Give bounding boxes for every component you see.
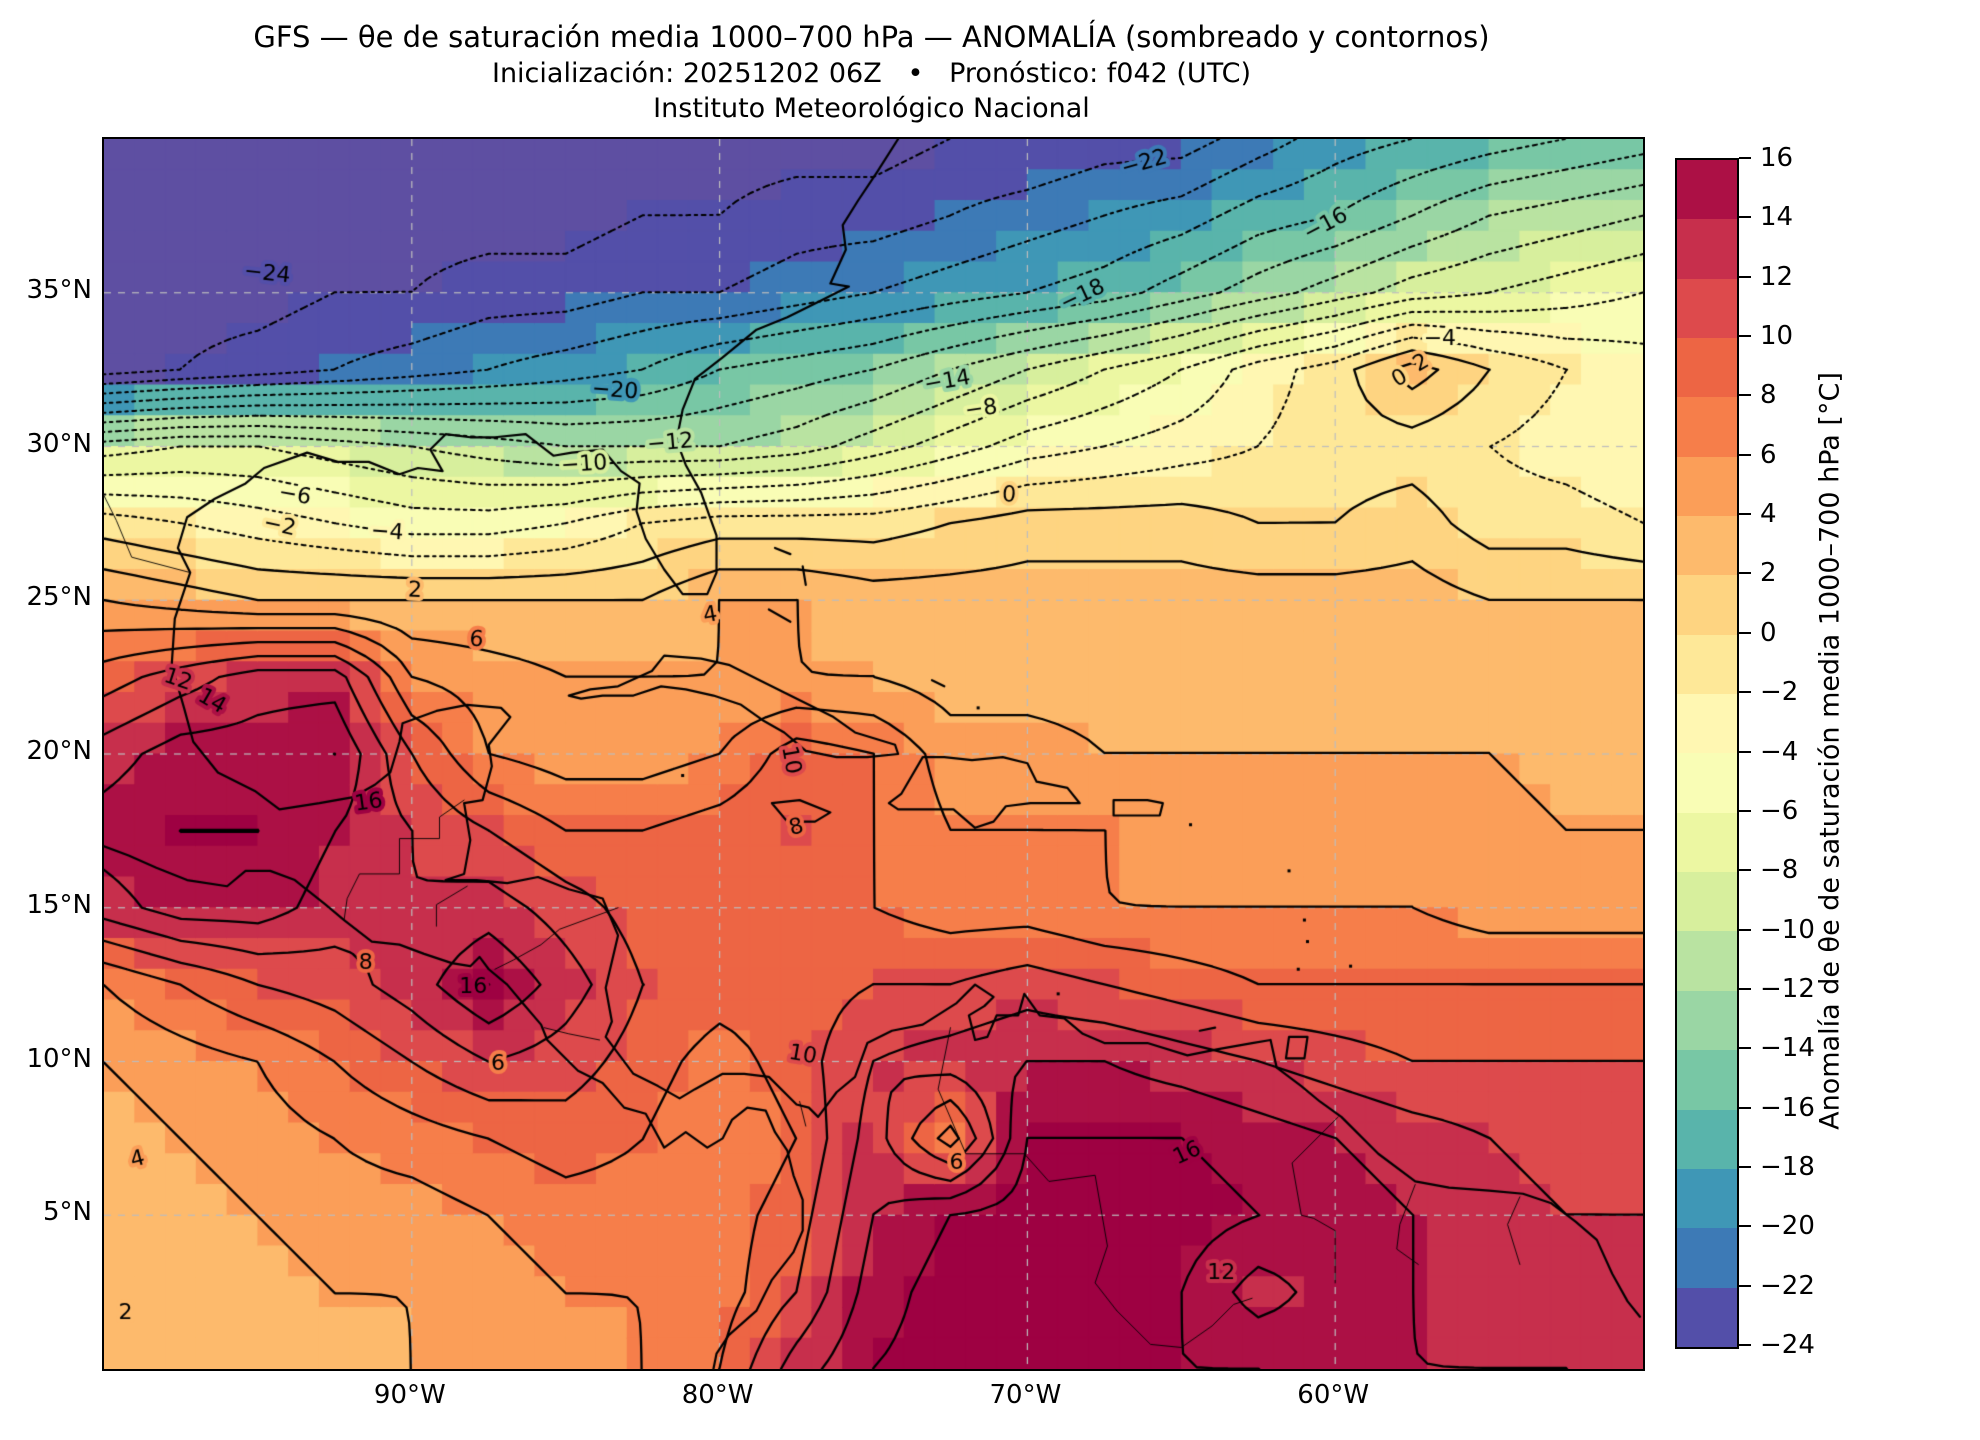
colorbar-cell <box>1677 575 1737 635</box>
colorbar-tick-label: 8 <box>1760 380 1777 411</box>
colorbar-axis-label: Anomalía de θe de saturación media 1000–… <box>1814 372 1846 1130</box>
colorbar-tick-mark <box>1739 157 1751 159</box>
colorbar-tick-label: −24 <box>1760 1330 1815 1360</box>
lat-tick-label: 25°N <box>26 582 92 613</box>
colorbar-cell <box>1677 931 1737 991</box>
contour-map-canvas <box>104 139 1643 1369</box>
colorbar-tick-label: 14 <box>1760 202 1794 233</box>
chart-title: GFS — θe de saturación media 1000–700 hP… <box>253 20 1490 54</box>
colorbar-tick-mark <box>1739 453 1751 456</box>
colorbar-tick-label: 6 <box>1760 439 1777 470</box>
lon-tick-label: 90°W <box>373 1380 446 1410</box>
colorbar-tick-mark <box>1739 1047 1751 1050</box>
colorbar-tick-mark <box>1739 869 1751 872</box>
colorbar-tick-label: −2 <box>1760 677 1799 708</box>
lat-tick-label: 10°N <box>26 1043 92 1074</box>
colorbar-tick-mark <box>1739 513 1751 516</box>
colorbar-tick-mark <box>1739 750 1751 753</box>
colorbar-tick-label: −14 <box>1760 1033 1815 1064</box>
colorbar-tick-mark <box>1739 987 1751 990</box>
colorbar-tick-mark <box>1739 394 1751 397</box>
chart-subtitle-init-forecast: Inicialización: 20251202 06Z • Pronóstic… <box>491 58 1251 89</box>
colorbar-tick-mark <box>1739 691 1751 694</box>
colorbar-tick-label: −4 <box>1760 736 1799 767</box>
colorbar-cell <box>1677 872 1737 932</box>
colorbar-cell <box>1677 1050 1737 1110</box>
colorbar-tick-mark <box>1739 216 1751 219</box>
colorbar-tick-mark <box>1739 1225 1751 1228</box>
colorbar-tick-mark <box>1739 275 1751 278</box>
lon-tick-label: 80°W <box>681 1380 754 1410</box>
colorbar-tick-label: 4 <box>1760 499 1777 530</box>
colorbar-cell <box>1677 812 1737 873</box>
colorbar-tick-label: 10 <box>1760 321 1794 352</box>
colorbar-cell <box>1677 456 1737 517</box>
colorbar-cell <box>1677 634 1737 695</box>
lon-tick-label: 60°W <box>1297 1380 1370 1410</box>
lon-tick-label: 70°W <box>989 1380 1062 1410</box>
colorbar-tick-label: −12 <box>1760 973 1815 1004</box>
lat-tick-label: 15°N <box>26 889 92 920</box>
colorbar-cell <box>1677 160 1737 220</box>
colorbar-tick-label: −6 <box>1760 795 1799 826</box>
colorbar-cell <box>1677 219 1737 279</box>
colorbar-cell <box>1677 516 1737 576</box>
colorbar-cell <box>1677 1109 1737 1169</box>
colorbar-tick-label: −18 <box>1760 1151 1815 1182</box>
colorbar-tick-mark <box>1739 335 1751 338</box>
colorbar-cell <box>1677 753 1737 813</box>
colorbar-tick-mark <box>1739 809 1751 812</box>
colorbar-tick-mark <box>1739 1284 1751 1287</box>
lat-tick-label: 30°N <box>26 428 92 459</box>
colorbar-tick-label: −10 <box>1760 914 1815 945</box>
colorbar-tick-label: −22 <box>1760 1270 1815 1301</box>
colorbar-tick-mark <box>1739 572 1751 575</box>
colorbar-tick-label: 16 <box>1760 143 1794 173</box>
colorbar-tick-mark <box>1739 928 1751 931</box>
colorbar-tick-mark <box>1739 631 1751 634</box>
colorbar-tick-mark <box>1739 1344 1751 1346</box>
colorbar-tick-label: −16 <box>1760 1092 1815 1123</box>
colorbar-tick-label: 0 <box>1760 617 1777 648</box>
colorbar-tick-label: 2 <box>1760 558 1777 589</box>
colorbar-tick-mark <box>1739 1165 1751 1168</box>
colorbar-tick-label: −8 <box>1760 855 1799 886</box>
colorbar-cell <box>1677 694 1737 754</box>
lat-tick-label: 5°N <box>43 1197 92 1228</box>
colorbar-cell <box>1677 397 1737 457</box>
lat-tick-label: 20°N <box>26 736 92 766</box>
colorbar-cell <box>1677 338 1737 398</box>
colorbar-tick-label: 12 <box>1760 261 1794 292</box>
colorbar-tick-mark <box>1739 1106 1751 1109</box>
colorbar-cell <box>1677 1287 1737 1347</box>
colorbar-cell <box>1677 1168 1737 1229</box>
colorbar-cell <box>1677 990 1737 1051</box>
map-area <box>102 137 1645 1371</box>
chart-subtitle-institution: Instituto Meteorológico Nacional <box>653 93 1090 124</box>
colorbar <box>1675 158 1739 1349</box>
colorbar-cell <box>1677 278 1737 339</box>
colorbar-cell <box>1677 1228 1737 1288</box>
colorbar-tick-label: −20 <box>1760 1211 1815 1242</box>
lat-tick-label: 35°N <box>26 274 92 305</box>
